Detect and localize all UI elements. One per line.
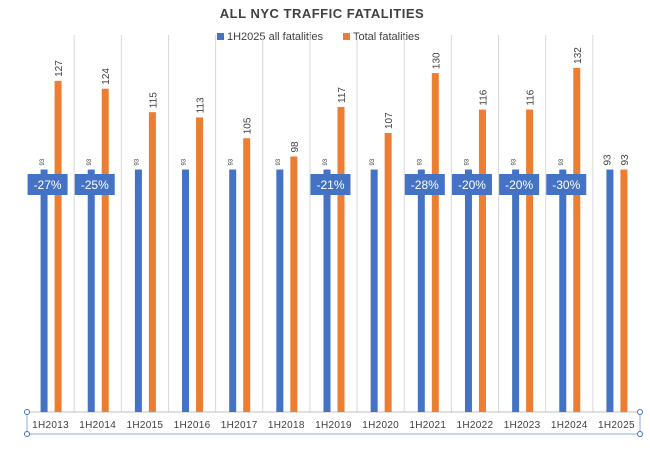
legend: 1H2025 all fatalities Total fatalities <box>217 31 420 43</box>
bar-series-2 <box>148 112 156 412</box>
data-label-series-1: 93 <box>134 158 140 165</box>
bar-series-1 <box>464 169 472 412</box>
x-tick-label: 1H2017 <box>221 420 258 431</box>
bar-series-2 <box>101 88 109 412</box>
x-tick-label: 1H2024 <box>551 420 588 431</box>
selection-handle <box>637 409 643 415</box>
data-label-series-2: 116 <box>526 89 537 105</box>
bar-series-2 <box>54 80 62 413</box>
data-label-series-2: 117 <box>337 87 348 103</box>
data-label-series-1: 93 <box>40 158 46 165</box>
data-label-series-1: 93 <box>417 158 423 165</box>
percent-callout-box <box>499 174 540 195</box>
data-label-series-1: 93 <box>182 158 188 165</box>
data-label-series-2: 127 <box>54 60 65 77</box>
bar-series-1 <box>87 169 95 412</box>
percent-callout-label: -27% <box>34 178 62 192</box>
bar-series-1 <box>229 169 237 412</box>
bar-series-1 <box>417 169 425 412</box>
bar-series-1 <box>370 169 378 412</box>
bar-series-2 <box>573 67 581 412</box>
bar-series-1 <box>182 169 190 412</box>
legend-swatch-series-1 <box>217 33 224 40</box>
bar-series-1 <box>606 169 614 412</box>
percent-callout-label: -28% <box>411 178 439 192</box>
data-label-series-1: 93 <box>229 158 235 165</box>
chart-title: ALL NYC TRAFFIC FATALITIES <box>220 6 424 21</box>
data-label-series-2: 115 <box>148 92 159 108</box>
legend-label-series-1: 1H2025 all fatalities <box>227 31 324 43</box>
data-label-series-2: 132 <box>573 47 584 64</box>
bar-series-1 <box>559 169 567 412</box>
x-tick-label: 1H2013 <box>32 420 69 431</box>
data-label-series-1: 93 <box>87 158 93 165</box>
bar-series-1 <box>134 169 142 412</box>
x-tick-label: 1H2025 <box>598 420 635 431</box>
bar-series-2 <box>196 117 204 413</box>
bar-series-2 <box>478 109 486 413</box>
x-tick-label: 1H2023 <box>504 420 541 431</box>
selection-handle <box>24 431 30 437</box>
x-tick-label: 1H2020 <box>362 420 399 431</box>
bar-series-2 <box>431 73 439 413</box>
percent-callout-label: -30% <box>552 178 580 192</box>
data-label-series-1: 93 <box>602 154 613 166</box>
data-label-series-2: 130 <box>431 52 442 69</box>
bar-series-1 <box>276 169 284 412</box>
percent-callout-box <box>451 174 492 195</box>
data-label-series-1: 93 <box>370 158 376 165</box>
bar-series-1 <box>323 169 331 412</box>
bar-series-2 <box>620 169 628 412</box>
data-label-series-1: 93 <box>323 158 329 165</box>
x-tick-label: 1H2021 <box>409 420 446 431</box>
percent-callout-label: -21% <box>316 178 344 192</box>
data-label-series-2: 124 <box>101 68 112 85</box>
legend-swatch-series-2 <box>343 33 350 40</box>
data-label-series-2: 107 <box>384 112 395 129</box>
bar-series-2 <box>337 106 345 412</box>
x-tick-label: 1H2018 <box>268 420 305 431</box>
selection-handle <box>637 431 643 437</box>
percent-callout-label: -20% <box>505 178 533 192</box>
data-label-series-2: 93 <box>620 154 631 166</box>
percent-callout-box <box>546 174 587 195</box>
selection-handle <box>24 409 30 415</box>
data-label-series-1: 93 <box>276 158 282 165</box>
bar-series-2 <box>243 138 251 412</box>
percent-callout-box <box>74 174 115 195</box>
bar-series-2 <box>290 156 298 412</box>
x-tick-label: 1H2019 <box>315 420 352 431</box>
percent-callout-label: -20% <box>458 178 486 192</box>
x-tick-label: 1H2015 <box>126 420 163 431</box>
data-label-series-1: 93 <box>464 158 470 165</box>
percent-callout-box <box>27 174 68 195</box>
legend-label-series-2: Total fatalities <box>353 31 420 43</box>
x-tick-label: 1H2016 <box>174 420 211 431</box>
bar-series-1 <box>512 169 520 412</box>
data-label-series-2: 113 <box>196 97 207 113</box>
percent-callout-box <box>404 174 445 195</box>
bar-series-2 <box>384 133 392 413</box>
x-tick-label: 1H2022 <box>457 420 494 431</box>
data-label-series-1: 93 <box>512 158 518 165</box>
data-label-series-1: 93 <box>559 158 565 165</box>
data-label-series-2: 98 <box>290 141 301 153</box>
percent-callout-box <box>310 174 351 195</box>
bar-series-1 <box>40 169 48 412</box>
bar-series-2 <box>526 109 534 413</box>
plot-area: 93 127 1H2013 93 124 1H2014 93 115 1H2015 93 113 1H… <box>24 35 643 437</box>
data-label-series-2: 116 <box>478 89 489 105</box>
percent-callout-label: -25% <box>81 178 109 192</box>
data-label-series-2: 105 <box>243 117 254 134</box>
x-tick-label: 1H2014 <box>79 420 116 431</box>
